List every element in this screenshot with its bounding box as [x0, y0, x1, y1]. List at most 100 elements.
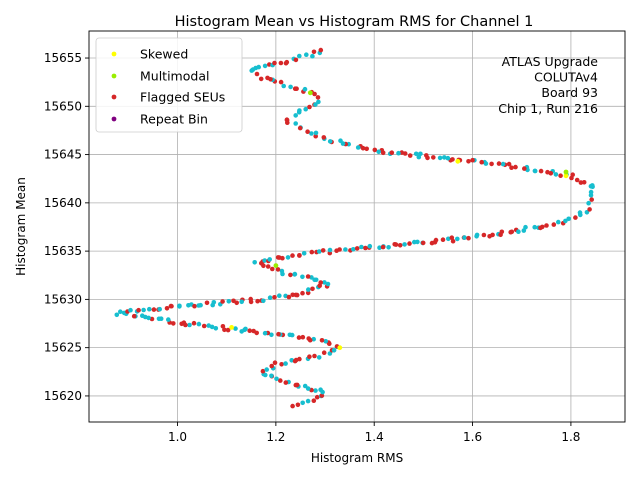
measurement-point — [288, 84, 293, 90]
measurement-point — [239, 299, 244, 305]
flagged-seu-point — [311, 49, 317, 55]
measurement-point — [302, 86, 308, 92]
legend-label-repeat-bin: Repeat Bin — [140, 112, 208, 127]
flagged-seu-point — [449, 235, 455, 240]
flagged-seu-point — [278, 60, 284, 66]
measurement-point — [281, 83, 287, 89]
legend-marker-flagged-seus — [111, 94, 117, 100]
flagged-seu-point — [318, 47, 324, 53]
measurement-point — [313, 102, 318, 107]
measurement-point — [285, 255, 291, 260]
measurement-point — [500, 161, 506, 167]
flagged-seu-point — [305, 274, 311, 279]
y-tick-label: 15645 — [44, 148, 82, 162]
flagged-seu-point — [522, 166, 527, 171]
measurement-point — [267, 295, 273, 301]
flagged-seu-point — [258, 76, 264, 82]
annotation-line-1: ATLAS Upgrade — [502, 54, 599, 69]
measurement-point — [323, 339, 329, 344]
flagged-seu-point — [290, 253, 295, 258]
measurement-point — [355, 145, 361, 150]
measurement-point — [196, 321, 202, 327]
flagged-seu-point — [424, 153, 429, 158]
y-tick-label: 15620 — [44, 389, 82, 403]
flagged-seu-point — [136, 307, 141, 313]
flagged-seu-point — [292, 358, 298, 364]
flagged-seu-point — [254, 71, 260, 77]
measurement-point — [418, 151, 423, 157]
flagged-seu-point — [309, 249, 315, 255]
flagged-seu-point — [164, 306, 170, 311]
flagged-seu-point — [363, 245, 368, 251]
flagged-seu-point — [506, 161, 512, 167]
y-tick-label: 15630 — [44, 292, 82, 306]
flagged-seu-point — [191, 320, 197, 326]
flagged-seu-point — [297, 356, 302, 362]
measurement-point — [343, 247, 348, 252]
measurement-point — [553, 172, 559, 177]
measurement-point — [302, 383, 308, 389]
y-tick-label: 15655 — [44, 51, 82, 65]
measurement-point — [313, 388, 318, 393]
measurement-point — [532, 224, 537, 230]
flagged-seu-point — [220, 299, 225, 304]
legend-marker-repeat-bin — [111, 116, 117, 122]
measurement-point — [177, 304, 182, 309]
flagged-seu-point — [279, 362, 284, 367]
measurement-point — [293, 113, 299, 118]
measurement-point — [140, 313, 145, 319]
measurement-point — [325, 281, 331, 287]
measurement-point — [262, 63, 268, 69]
measurement-point — [415, 239, 420, 245]
measurement-point — [532, 168, 538, 174]
flagged-seu-point — [294, 292, 300, 298]
measurement-point — [446, 236, 451, 242]
measurement-point — [322, 280, 327, 285]
chart-title: Histogram Mean vs Histogram RMS for Chan… — [175, 14, 534, 30]
flagged-seu-point — [389, 150, 395, 155]
flagged-seu-point — [337, 247, 342, 252]
flagged-seu-point — [297, 253, 302, 258]
flagged-seu-point — [321, 135, 327, 140]
flagged-seu-point — [151, 307, 157, 312]
measurement-point — [327, 139, 333, 144]
measurement-point — [588, 184, 594, 189]
flagged-seu-point — [300, 334, 306, 340]
y-tick-label: 15625 — [44, 341, 82, 355]
y-axis-label: Histogram Mean — [14, 177, 28, 276]
flagged-seu-point — [420, 240, 426, 246]
flagged-seu-point — [393, 242, 399, 247]
measurement-point — [376, 149, 382, 155]
measurement-point — [198, 302, 203, 308]
flagged-seu-point — [433, 237, 439, 243]
measurement-point — [305, 398, 311, 404]
flagged-seu-point — [540, 224, 545, 230]
skewed-point — [337, 345, 343, 351]
measurement-point — [437, 155, 443, 161]
flagged-seu-point — [496, 161, 502, 166]
measurement-point — [303, 106, 309, 112]
flagged-seu-point — [354, 246, 360, 251]
plot-frame — [88, 30, 626, 423]
measurement-point — [301, 251, 307, 256]
legend-label-multimodal: Multimodal — [140, 69, 209, 84]
flagged-seu-point — [260, 368, 266, 374]
measurement-point — [211, 300, 217, 305]
measurement-point — [367, 243, 373, 249]
flagged-seu-point — [587, 207, 592, 212]
flagged-seu-point — [305, 129, 310, 134]
points-layer — [114, 47, 595, 409]
measurement-point — [269, 332, 274, 338]
flagged-seu-point — [513, 164, 518, 170]
measurement-point — [351, 247, 356, 252]
flagged-seu-point — [284, 117, 290, 122]
flagged-seu-point — [315, 95, 321, 100]
multimodal-point — [273, 263, 279, 268]
flagged-seu-point — [578, 180, 584, 185]
flagged-seu-point — [314, 394, 320, 400]
measurement-point — [316, 99, 321, 105]
measurement-point — [445, 155, 451, 161]
measurement-point — [269, 373, 274, 379]
measurement-point — [566, 216, 571, 222]
measurement-point — [331, 348, 337, 353]
